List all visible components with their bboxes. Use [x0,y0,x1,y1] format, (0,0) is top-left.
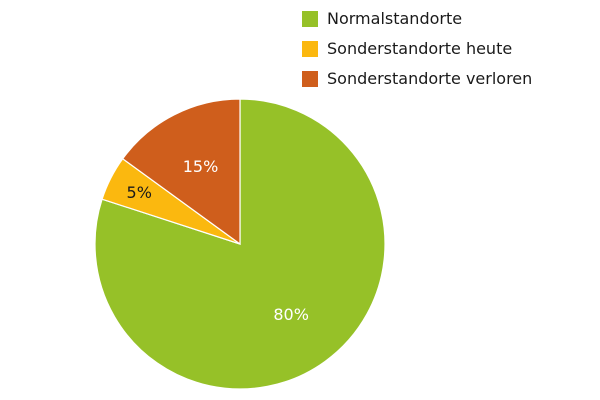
legend-item-sonderstandorte-heute: Sonderstandorte heute [302,34,532,64]
legend-swatch [302,71,318,87]
pie-slice-sonderstandorte-verloren [121,98,241,246]
legend-swatch [302,41,318,57]
slice-value-label: 80% [273,305,309,324]
legend-label: Normalstandorte [327,9,463,28]
slice-value-label: 5% [127,183,152,202]
legend-label: Sonderstandorte verloren [327,69,533,88]
legend-label: Sonderstandorte heute [327,39,513,58]
slice-value-label: 15% [183,157,219,176]
legend: Normalstandorte Sonderstandorte heute So… [302,4,532,94]
legend-item-normalstandorte: Normalstandorte [302,4,532,34]
legend-swatch [302,11,318,27]
legend-item-sonderstandorte-verloren: Sonderstandorte verloren [302,64,532,94]
